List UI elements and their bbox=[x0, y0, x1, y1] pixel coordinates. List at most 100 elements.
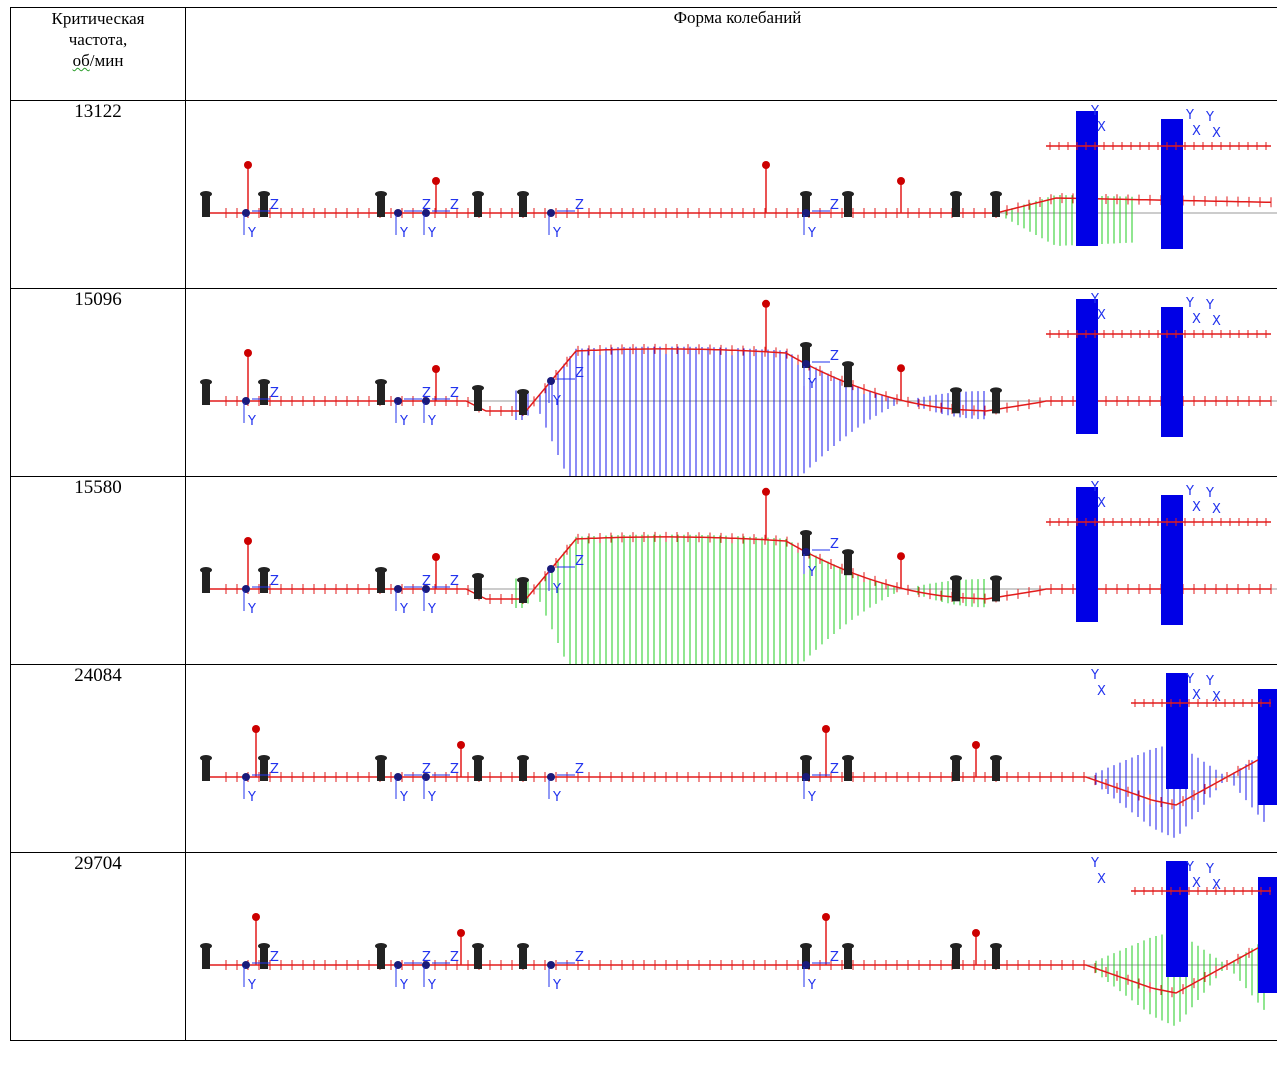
node-point bbox=[394, 773, 402, 781]
node-point bbox=[242, 397, 250, 405]
support-cap bbox=[200, 379, 212, 385]
mass-ball bbox=[244, 349, 252, 357]
mass-ball bbox=[252, 725, 260, 733]
support-cap bbox=[990, 575, 1002, 582]
header-shape: Форма колебаний bbox=[185, 7, 1277, 101]
y-axis-label: Y bbox=[807, 790, 816, 805]
x-axis-label: X bbox=[1212, 878, 1221, 893]
support bbox=[202, 759, 210, 781]
support bbox=[952, 947, 960, 969]
support-cap bbox=[472, 385, 484, 391]
z-axis-label: Z bbox=[422, 950, 431, 965]
support bbox=[202, 947, 210, 969]
support bbox=[844, 195, 852, 217]
support bbox=[844, 759, 852, 781]
support bbox=[260, 947, 268, 969]
z-axis-label: Z bbox=[830, 537, 839, 552]
y-axis-label: Y bbox=[1205, 298, 1214, 313]
y-axis-label: Y bbox=[1185, 484, 1194, 499]
y-axis-label: Y bbox=[1185, 860, 1194, 875]
support bbox=[260, 195, 268, 217]
y-axis-label: Y bbox=[399, 414, 408, 429]
y-axis-label: Y bbox=[247, 226, 256, 241]
z-axis-label: Z bbox=[270, 198, 279, 213]
support-cap bbox=[950, 575, 962, 582]
frequency-cell: 24084 bbox=[10, 664, 186, 853]
support-cap bbox=[950, 943, 962, 949]
node-point bbox=[547, 209, 555, 217]
z-axis-label: Z bbox=[422, 762, 431, 777]
mass-ball bbox=[432, 553, 440, 561]
y-axis-label: Y bbox=[1090, 856, 1099, 871]
mass-ball bbox=[244, 537, 252, 545]
support-cap bbox=[375, 379, 387, 385]
header-frequency: Критическая частота, об/мин bbox=[10, 7, 186, 101]
support bbox=[377, 571, 385, 593]
node-point bbox=[422, 209, 430, 217]
support bbox=[802, 533, 810, 556]
support-cap bbox=[375, 191, 387, 197]
x-axis-label: X bbox=[1192, 312, 1201, 327]
y-axis-label: Y bbox=[427, 978, 436, 993]
mass-ball bbox=[972, 929, 980, 937]
support bbox=[844, 947, 852, 969]
y-axis-label: Y bbox=[552, 394, 561, 409]
disk bbox=[1258, 877, 1277, 993]
mass-ball bbox=[457, 741, 465, 749]
support-cap bbox=[950, 387, 962, 394]
support bbox=[992, 579, 1000, 602]
support-cap bbox=[517, 577, 529, 583]
x-axis-label: X bbox=[1212, 314, 1221, 329]
node-point bbox=[242, 961, 250, 969]
y-axis-label: Y bbox=[399, 978, 408, 993]
z-axis-label: Z bbox=[830, 349, 839, 364]
shaft-line bbox=[206, 197, 1272, 214]
support-cap bbox=[990, 943, 1002, 949]
disk bbox=[1076, 299, 1098, 434]
node-point bbox=[802, 209, 810, 217]
y-axis-label: Y bbox=[247, 790, 256, 805]
z-axis-label: Z bbox=[422, 198, 431, 213]
x-axis-label: X bbox=[1097, 496, 1106, 511]
support bbox=[377, 383, 385, 405]
support-cap bbox=[842, 755, 854, 761]
disk bbox=[1161, 495, 1183, 625]
support-cap bbox=[258, 943, 270, 949]
y-axis-label: Y bbox=[552, 582, 561, 597]
z-axis-label: Z bbox=[270, 762, 279, 777]
x-axis-label: X bbox=[1192, 876, 1201, 891]
support-cap bbox=[517, 191, 529, 197]
support-cap bbox=[258, 191, 270, 197]
node-point bbox=[422, 585, 430, 593]
y-axis-label: Y bbox=[807, 226, 816, 241]
support-cap bbox=[950, 191, 962, 197]
node-point bbox=[422, 773, 430, 781]
support bbox=[202, 383, 210, 405]
y-axis-label: Y bbox=[807, 978, 816, 993]
node-point bbox=[242, 773, 250, 781]
support-cap bbox=[472, 573, 484, 579]
node-point bbox=[802, 359, 810, 368]
y-axis-label: Y bbox=[1185, 296, 1194, 311]
support bbox=[802, 759, 810, 781]
node-point bbox=[547, 961, 555, 969]
mass-ball bbox=[457, 929, 465, 937]
y-axis-label: Y bbox=[1205, 862, 1214, 877]
z-axis-label: Z bbox=[270, 386, 279, 401]
support bbox=[802, 345, 810, 368]
frequency-cell: 15096 bbox=[10, 288, 186, 477]
support bbox=[260, 759, 268, 781]
z-axis-label: Z bbox=[575, 762, 584, 777]
support bbox=[202, 571, 210, 593]
y-axis-label: Y bbox=[399, 790, 408, 805]
node-point bbox=[802, 773, 810, 781]
x-axis-label: X bbox=[1097, 684, 1106, 699]
y-axis-label: Y bbox=[1090, 480, 1099, 495]
